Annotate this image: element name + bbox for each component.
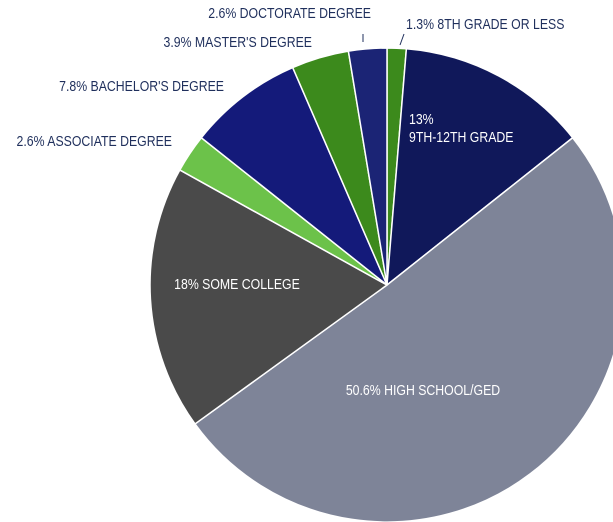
slices-layer	[149, 47, 613, 522]
slice-label-associate-degree: 2.6% ASSOCIATE DEGREE	[17, 133, 172, 149]
pie-slice-high-school-ged	[193, 136, 613, 522]
slice-label-some-college: 18% SOME COLLEGE	[174, 276, 300, 292]
slice-value-9th-12th-grade: 13%	[409, 111, 434, 127]
slice-label-8th-grade-or-less: 1.3% 8TH GRADE OR LESS	[406, 16, 564, 32]
pie-slice-some-college	[149, 168, 389, 425]
slice-label-master-s-degree: 3.9% MASTER'S DEGREE	[164, 34, 312, 50]
slice-label-doctorate-degree: 2.6% DOCTORATE DEGREE	[208, 5, 371, 21]
slice-category-9th-12th-grade: 9TH-12TH GRADE	[409, 129, 513, 145]
leader-lines	[362, 33, 405, 46]
slice-label-high-school-ged: 50.6% HIGH SCHOOL/GED	[346, 382, 500, 398]
slice-label-bachelor-s-degree: 7.8% BACHELOR'S DEGREE	[59, 78, 224, 94]
slice-labels: 1.3% 8TH GRADE OR LESS 13% 9TH-12TH GRADE 5…	[17, 5, 565, 398]
leader-line-8th-grade-or-less	[399, 33, 405, 46]
pie-slice-9th-12th-grade	[386, 47, 574, 287]
pie-slice-bachelor-s-degree	[200, 66, 388, 286]
slice-label-9th-12th-grade: 13% 9TH-12TH GRADE	[409, 111, 513, 145]
pie-slice-doctorate-degree	[347, 47, 388, 286]
